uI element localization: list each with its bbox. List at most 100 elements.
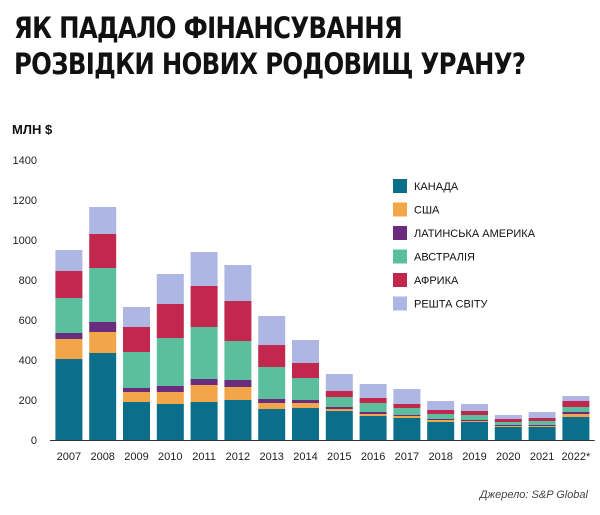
legend-item-6: РЕШТА СВІТУ (393, 296, 489, 311)
y-tick-label-800: 800 (19, 275, 37, 287)
bar-segment-2013-series-6 (258, 316, 286, 345)
bar-segment-2022-series-6 (562, 396, 590, 401)
y-tick-label-1000: 1000 (13, 235, 37, 247)
y-axis: 0 200 400 600 800 1000 1200 1400 (13, 155, 37, 447)
bar-group-2013 (258, 316, 286, 440)
bar-segment-2013-series-4 (258, 367, 286, 399)
legend-swatch (393, 179, 407, 193)
bar-segment-2013-series-1 (258, 409, 286, 440)
bar-segment-2011-series-6 (190, 252, 218, 286)
bar-segment-2020-series-1 (494, 427, 522, 440)
bar-segment-2014-series-3 (292, 400, 319, 403)
legend-swatch (393, 226, 407, 240)
bar-segment-2008-series-4 (89, 268, 117, 322)
bar-segment-2021-series-1 (528, 427, 556, 440)
bar-segment-2018-series-2 (427, 420, 455, 422)
source-note: Джерело: S&P Global (479, 489, 588, 501)
legend-swatch (393, 296, 407, 311)
bar-segment-2018-series-5 (427, 410, 455, 414)
bar-segment-2020-series-3 (494, 425, 522, 426)
bar-segment-2020-series-4 (494, 422, 522, 425)
bar-segment-2010-series-2 (156, 392, 184, 404)
bar-group-2018 (427, 401, 455, 440)
bar-segment-2009-series-5 (123, 327, 150, 352)
bar-segment-2012-series-6 (224, 265, 252, 301)
bar-segment-2022-series-3 (562, 412, 590, 414)
bar-segment-2011-series-5 (190, 286, 218, 327)
x-tick-label-2020: 2020 (496, 451, 520, 463)
bar-segment-2008-series-3 (89, 322, 117, 332)
bar-segment-2022-series-1 (562, 417, 590, 440)
bar-segment-2009-series-2 (123, 392, 150, 402)
bar-segment-2021-series-5 (528, 418, 556, 421)
bar-segment-2013-series-2 (258, 403, 286, 409)
bar-segment-2009-series-6 (123, 307, 150, 327)
x-tick-label-2017: 2017 (395, 451, 419, 463)
bar-segment-2018-series-3 (427, 419, 455, 420)
bar-segment-2015-series-4 (325, 397, 353, 407)
legend-label: АВСТРАЛІЯ (414, 252, 475, 264)
bar-group-2015 (325, 374, 353, 440)
bar-segment-2017-series-4 (393, 408, 421, 415)
bar-segment-2020-series-2 (494, 426, 522, 427)
bar-group-2009 (123, 307, 150, 440)
bar-segment-2015-series-3 (325, 407, 353, 409)
bar-segment-2013-series-3 (258, 399, 286, 403)
legend-item-5: АФРИКА (393, 273, 459, 287)
bar-segment-2019-series-6 (461, 404, 488, 411)
x-tick-label-2011: 2011 (192, 451, 216, 463)
bar-segment-2018-series-6 (427, 401, 455, 410)
legend-label: США (414, 205, 440, 217)
bar-segment-2014-series-1 (292, 408, 319, 440)
bar-segment-2019-series-4 (461, 415, 488, 420)
bar-segment-2016-series-4 (359, 403, 387, 412)
chart-title-line-1: ЯК ПАДАЛО ФІНАНСУВАННЯ (14, 11, 403, 45)
legend-item-2: США (393, 202, 440, 217)
x-tick-label-2007: 2007 (57, 451, 81, 463)
x-tick-label-2009: 2009 (124, 451, 148, 463)
bar-segment-2011-series-3 (190, 379, 218, 385)
bar-segment-2008-series-5 (89, 234, 117, 268)
legend-item-4: АВСТРАЛІЯ (393, 249, 475, 264)
bar-group-2017 (393, 389, 421, 440)
bar-group-2022 (562, 396, 590, 440)
y-tick-label-600: 600 (19, 315, 37, 327)
bar-segment-2014-series-6 (292, 340, 319, 363)
x-tick-label-2016: 2016 (361, 451, 385, 463)
y-tick-label-0: 0 (31, 435, 37, 447)
bar-segment-2007-series-1 (55, 359, 83, 440)
y-tick-label-1200: 1200 (13, 195, 37, 207)
bar-segment-2019-series-5 (461, 411, 488, 415)
bar-segment-2014-series-2 (292, 403, 319, 408)
x-axis: 2007 2008 2009 2010 2011 2012 2013 2014 2015 2016… (50, 440, 595, 463)
bar-segment-2015-series-5 (325, 391, 353, 397)
bar-segment-2014-series-4 (292, 378, 319, 400)
chart-title-line-2: РОЗВІДКИ НОВИХ РОДОВИЩ УРАНУ? (14, 47, 526, 81)
bar-segment-2022-series-5 (562, 401, 590, 407)
bar-group-2007 (55, 250, 83, 440)
x-tick-label-2022: 2022* (562, 451, 591, 463)
bar-group-2020 (494, 415, 522, 440)
y-tick-label-400: 400 (19, 355, 37, 367)
legend-swatch (393, 273, 407, 287)
bar-group-2008 (89, 207, 117, 440)
legend: КАНАДА США ЛАТИНСЬКА АМЕРИКА АВСТРАЛІЯ АФРИК… (393, 179, 536, 311)
bar-segment-2011-series-1 (190, 402, 218, 440)
y-tick-label-200: 200 (19, 395, 37, 407)
bar-segment-2010-series-1 (156, 404, 184, 440)
bar-segment-2009-series-3 (123, 388, 150, 392)
legend-item-3: ЛАТИНСЬКА АМЕРИКА (393, 226, 536, 240)
legend-label: АФРИКА (414, 275, 459, 287)
bar-segment-2021-series-2 (528, 426, 556, 427)
x-tick-label-2012: 2012 (226, 451, 250, 463)
bar-segment-2008-series-1 (89, 353, 117, 440)
bar-segment-2020-series-6 (494, 415, 522, 419)
bar-segment-2017-series-5 (393, 404, 421, 408)
bar-segment-2022-series-4 (562, 407, 590, 412)
bar-segment-2021-series-3 (528, 425, 556, 426)
bar-segment-2019-series-2 (461, 421, 488, 422)
x-tick-label-2018: 2018 (428, 451, 452, 463)
x-tick-label-2015: 2015 (327, 451, 351, 463)
x-tick-label-2021: 2021 (530, 451, 554, 463)
legend-label: КАНАДА (414, 181, 459, 193)
